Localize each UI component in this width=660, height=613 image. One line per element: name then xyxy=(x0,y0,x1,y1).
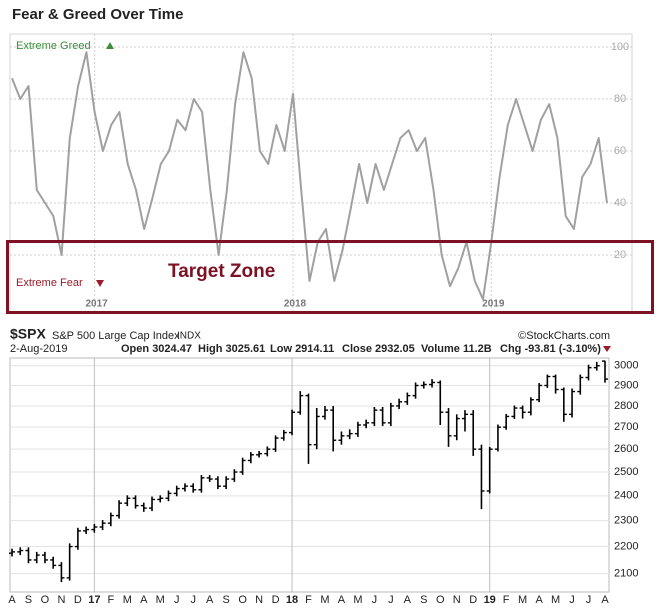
up-arrow xyxy=(106,42,114,49)
stat-value: 3024.47 xyxy=(152,343,192,355)
y-tick-label: 2500 xyxy=(614,466,638,478)
source: ©StockCharts.com xyxy=(518,330,610,342)
x-tick-label: A xyxy=(338,594,346,606)
x-tick-label: 17 xyxy=(88,594,100,606)
extreme-greed-label: Extreme Greed xyxy=(16,40,91,52)
x-tick-label: M xyxy=(551,594,560,606)
y-tick-label: 20 xyxy=(614,249,626,261)
y-tick-label: 60 xyxy=(614,145,626,157)
extreme-fear-label: Extreme Fear xyxy=(16,277,83,289)
fear-greed-plot: 20 40 60 80 100 2017 2018 2019 xyxy=(10,34,632,312)
date: 2-Aug-2019 xyxy=(10,343,68,355)
spx-plot: 2100 2200 2300 2400 2500 2600 2700 2800 2900 3000… xyxy=(8,358,638,606)
plot-frame xyxy=(9,357,610,593)
x-tick-label: A xyxy=(404,594,412,606)
index-name: S&P 500 Large Cap Index xyxy=(52,330,180,342)
y-tick-label: 2600 xyxy=(614,443,638,455)
x-tick-label: J xyxy=(569,594,575,606)
x-tick-label: M xyxy=(123,594,132,606)
data-line xyxy=(11,51,608,301)
x-tick-label: J xyxy=(586,594,592,606)
x-tick-label: A xyxy=(8,594,16,606)
plot-frame xyxy=(9,33,633,313)
x-tick-label: M xyxy=(518,594,527,606)
x-tick-label: F xyxy=(305,594,312,606)
stat-label: Volume xyxy=(421,343,460,355)
x-tick-label: A xyxy=(601,594,609,606)
x-tick-label: D xyxy=(272,594,280,606)
x-tick-label: N xyxy=(453,594,461,606)
stat: High 3025.61 xyxy=(198,343,265,355)
target-zone-box xyxy=(6,240,654,314)
x-tick-label: A xyxy=(140,594,148,606)
stat: Close 2932.05 xyxy=(342,343,415,355)
stat-label: Chg xyxy=(500,343,521,355)
x-tick-label: S xyxy=(420,594,427,606)
stat-value: 2914.11 xyxy=(295,343,334,355)
y-tick-label: 2300 xyxy=(614,515,638,527)
y-tick-label: 2100 xyxy=(614,568,638,580)
x-tick-label: N xyxy=(57,594,65,606)
x-tick-label: D xyxy=(469,594,477,606)
stat: Open 3024.47 xyxy=(121,343,192,355)
x-tick-label: 2019 xyxy=(482,299,505,310)
chart-title: Fear & Greed Over Time xyxy=(12,6,183,23)
extreme-fear-text: Extreme Fear xyxy=(16,277,83,289)
stat-value: 11.2B xyxy=(463,343,492,355)
stat-value: -93.81 (-3.10%) xyxy=(524,343,601,355)
x-tick-label: A xyxy=(206,594,214,606)
x-tick-label: O xyxy=(436,594,445,606)
stat: Low 2914.11 xyxy=(270,343,334,355)
extreme-greed-text: Extreme Greed xyxy=(16,40,91,52)
symbol: $SPX xyxy=(10,326,46,342)
y-tick-label: 80 xyxy=(614,93,626,105)
y-tick-label: 40 xyxy=(614,197,626,209)
down-arrow xyxy=(96,280,104,287)
stat: Chg -93.81 (-3.10%) xyxy=(500,343,601,355)
x-tick-label: O xyxy=(238,594,247,606)
exchange: INDX xyxy=(177,331,201,342)
x-tick-label: 19 xyxy=(484,594,496,606)
x-tick-label: D xyxy=(74,594,82,606)
x-tick-label: J xyxy=(372,594,378,606)
x-tick-label: M xyxy=(353,594,362,606)
x-tick-label: A xyxy=(535,594,543,606)
y-tick-label: 2200 xyxy=(614,540,638,552)
stat-value: 3025.61 xyxy=(226,343,266,355)
y-tick-label: 2700 xyxy=(614,421,638,433)
stat-label: High xyxy=(198,343,223,355)
target-zone-label: Target Zone xyxy=(168,261,275,282)
x-tick-label: S xyxy=(222,594,229,606)
y-tick-label: 3000 xyxy=(614,360,638,372)
x-tick-label: J xyxy=(388,594,394,606)
x-tick-label: 2017 xyxy=(86,299,109,310)
y-tick-label: 2900 xyxy=(614,379,638,391)
stat: Volume 11.2B xyxy=(421,343,492,355)
x-tick-label: S xyxy=(25,594,32,606)
x-tick-label: J xyxy=(174,594,180,606)
x-tick-label: O xyxy=(41,594,50,606)
x-tick-label: J xyxy=(190,594,196,606)
y-tick-label: 2800 xyxy=(614,400,638,412)
x-tick-label: F xyxy=(107,594,114,606)
stat-label: Low xyxy=(270,343,292,355)
x-tick-label: M xyxy=(156,594,165,606)
y-tick-label: 100 xyxy=(611,41,629,53)
stat-label: Open xyxy=(121,343,149,355)
x-tick-label: N xyxy=(255,594,263,606)
x-tick-label: M xyxy=(320,594,329,606)
change-arrow xyxy=(603,346,611,352)
stat-label: Close xyxy=(342,343,372,355)
y-tick-label: 2400 xyxy=(614,490,638,502)
x-tick-label: F xyxy=(503,594,510,606)
x-tick-label: 2018 xyxy=(284,299,307,310)
x-tick-label: 18 xyxy=(286,594,298,606)
stat-value: 2932.05 xyxy=(375,343,415,355)
